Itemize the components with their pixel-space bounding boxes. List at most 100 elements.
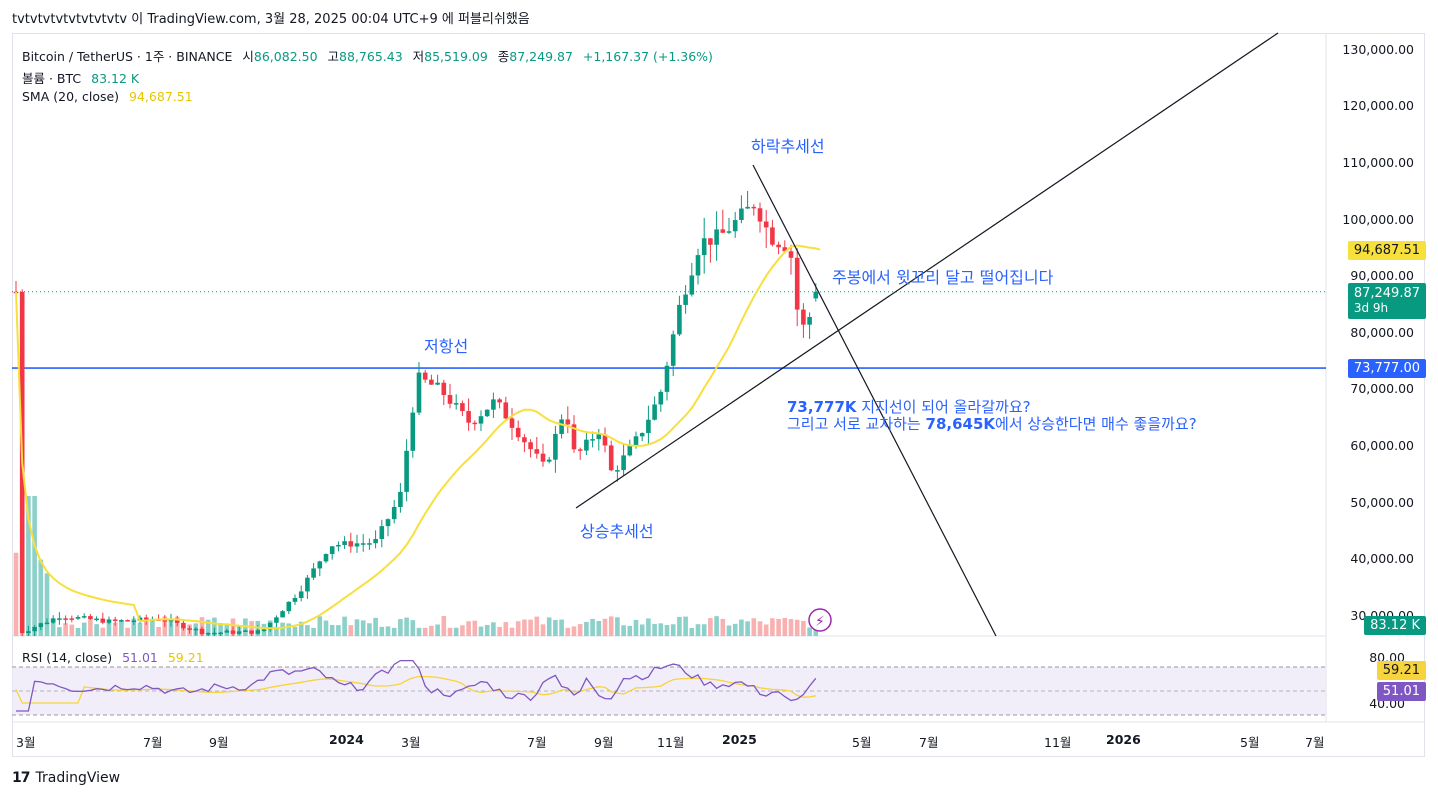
volume-bar <box>701 624 707 636</box>
candle-body <box>615 470 620 472</box>
volume-bar <box>410 620 416 636</box>
time-tick: 11월 <box>1044 735 1072 750</box>
time-tick: 5월 <box>1240 735 1260 750</box>
candle-body <box>509 418 515 428</box>
candle-body <box>112 619 118 621</box>
volume-bar <box>181 625 186 636</box>
rsi-ma-line <box>15 675 816 704</box>
volume-bar <box>137 622 143 636</box>
candle-body <box>540 453 546 462</box>
time-tick: 7월 <box>1305 735 1325 750</box>
volume-bar <box>44 573 50 636</box>
volume-bar <box>274 626 279 636</box>
line-price-badge: 73,777.00 <box>1347 359 1426 378</box>
volume-bar <box>435 624 440 636</box>
candle-body <box>57 618 62 620</box>
candle-body <box>484 409 490 417</box>
candle-body <box>360 543 366 545</box>
volume-bar <box>515 621 521 636</box>
publish-info: tvtvtvtvtvtvtvtvtv 이 TradingView.com, 3월… <box>12 12 530 27</box>
lightning-icon: ⚡ <box>815 614 825 630</box>
volume-bar <box>75 627 81 636</box>
time-tick: 3월 <box>401 735 421 750</box>
volume-bar <box>788 619 794 636</box>
volume-bar <box>763 624 769 636</box>
candle-body <box>348 541 354 547</box>
rsi-value: 51.01 <box>122 650 158 665</box>
candle-body <box>608 445 614 471</box>
volume-bar <box>13 552 19 636</box>
candle-body <box>255 630 261 634</box>
volume-bar <box>286 623 292 636</box>
support-level-value: 73,777K <box>787 398 857 416</box>
candle-body <box>646 419 651 434</box>
volume-legend: 볼륨 · BTC 83.12 K <box>22 68 139 87</box>
volume-bar <box>81 622 87 636</box>
sma-label: SMA (20, close) <box>22 89 120 104</box>
candle-body <box>205 632 211 635</box>
candle-body <box>503 402 509 419</box>
candle-body <box>534 449 540 454</box>
volume-bar <box>584 621 589 636</box>
volume-bar <box>168 618 174 636</box>
time-tick: 7월 <box>919 735 939 750</box>
candle-body <box>224 630 230 633</box>
candle-body <box>726 231 732 233</box>
last-price-badge: 87,249.87 3d 9h <box>1347 283 1426 319</box>
candle-body <box>782 247 788 252</box>
volume-bar <box>460 625 465 636</box>
volume-bar <box>143 619 149 636</box>
close-value: 87,249.87 <box>509 49 573 64</box>
candle-body <box>143 617 149 620</box>
candle-body <box>81 616 87 618</box>
time-tick: 2026 <box>1106 732 1141 747</box>
candle-body <box>63 618 68 620</box>
candle-body <box>125 620 130 622</box>
candle-body <box>193 628 199 631</box>
volume-bar <box>26 496 31 636</box>
volume-bar <box>602 618 608 636</box>
volume-bar <box>751 618 757 636</box>
open-value: 86,082.50 <box>253 49 318 64</box>
high-label: 고 <box>327 49 340 64</box>
candle-body <box>577 449 583 451</box>
volume-bar <box>385 626 391 636</box>
volume-bar <box>280 622 285 636</box>
uptrend-line <box>575 32 1279 509</box>
low-label: 저 <box>412 49 425 64</box>
volume-bar <box>249 621 254 636</box>
time-tick: 2025 <box>722 732 757 747</box>
candle-body <box>280 611 285 618</box>
price-tick: 130,000.00 <box>1342 41 1414 57</box>
price-tick: 50,000.00 <box>1350 494 1414 510</box>
volume-bar <box>150 618 155 636</box>
tradingview-logo[interactable]: 17 TradingView <box>12 770 120 786</box>
volume-bar <box>745 621 750 636</box>
alert-icon <box>808 608 832 632</box>
support-question-1: 73,777K 지지선이 되어 올라갈까요? <box>787 398 1031 416</box>
candle-body <box>590 439 595 441</box>
candle-body <box>447 395 453 404</box>
uptrend-label: 상승추세선 <box>580 522 654 541</box>
volume-bar <box>50 618 56 636</box>
candle-body <box>286 601 292 612</box>
volume-bar <box>484 624 490 636</box>
volume-bar <box>633 619 639 636</box>
candle-body <box>379 526 385 540</box>
candle-body <box>571 424 577 450</box>
rsi-ma-value: 59.21 <box>167 650 204 665</box>
volume-value: 83.12 K <box>91 71 140 86</box>
volume-bar <box>112 622 118 636</box>
time-tick: 3월 <box>16 735 36 750</box>
price-tick: 90,000.00 <box>1350 268 1414 284</box>
candle-body <box>546 459 552 462</box>
low-value: 85,519.09 <box>424 49 488 64</box>
candle-body <box>757 208 763 222</box>
candle-body <box>695 255 701 276</box>
volume-bar <box>336 625 341 636</box>
candle-body <box>75 616 81 619</box>
candle-body <box>472 422 478 425</box>
candle-body <box>50 618 56 623</box>
open-label: 시 <box>242 49 254 64</box>
